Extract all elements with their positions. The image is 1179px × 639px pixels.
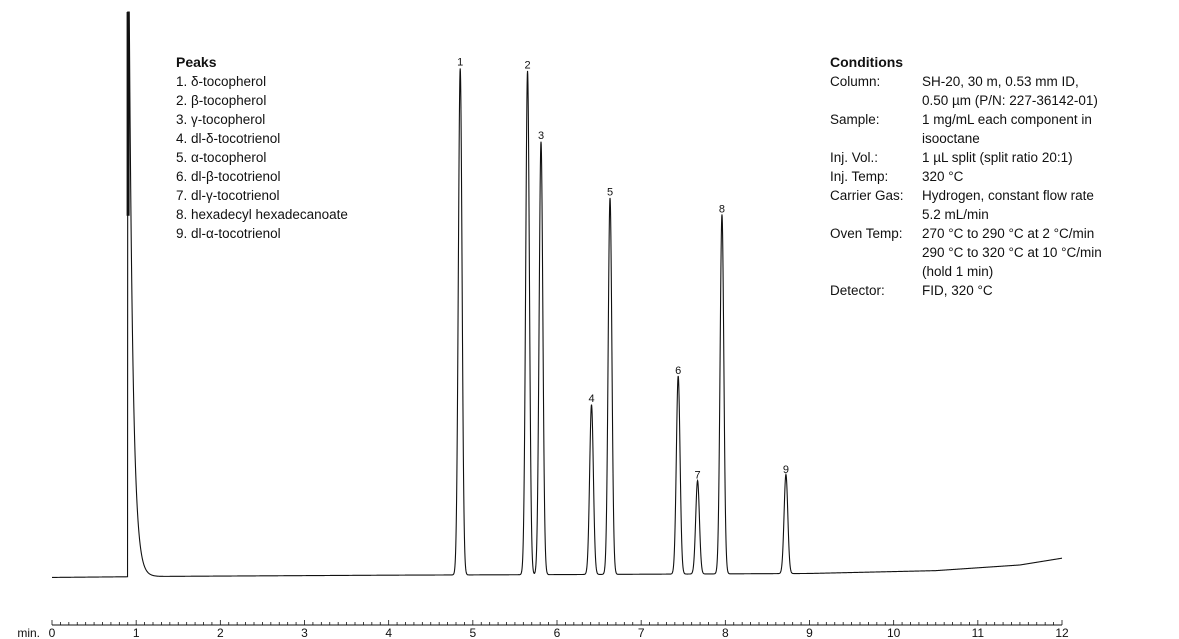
peak-label-6: 6 <box>675 365 681 377</box>
condition-key: Column: <box>830 74 881 89</box>
condition-row-oven-temp: Oven Temp: 270 °C to 290 °C at 2 °C/min … <box>830 224 1102 281</box>
peaks-legend-heading: Peaks <box>176 54 217 70</box>
x-tick-label: 5 <box>469 626 476 639</box>
condition-key: Sample: <box>830 112 880 127</box>
x-axis-unit-label: min. <box>17 626 40 639</box>
peak-label-5: 5 <box>607 187 613 199</box>
x-tick-label: 12 <box>1055 626 1069 639</box>
peak-label-8: 8 <box>719 204 725 216</box>
x-tick-label: 9 <box>806 626 813 639</box>
x-tick-label: 11 <box>972 626 985 639</box>
peak-label-3: 3 <box>538 130 544 142</box>
peaks-legend-item: 8. hexadecyl hexadecanoate <box>176 207 348 222</box>
peak-label-1: 1 <box>457 56 463 68</box>
x-tick-label: 8 <box>722 626 729 639</box>
peak-label-4: 4 <box>588 393 594 405</box>
condition-value: 1 mg/mL each component in <box>922 112 1092 127</box>
condition-key: Detector: <box>830 283 885 298</box>
condition-row-column: Column: SH-20, 30 m, 0.53 mm ID, 0.50 µm… <box>830 72 1102 110</box>
condition-key: Inj. Temp: <box>830 169 889 184</box>
peaks-legend-item: 9. dl-α-tocotrienol <box>176 226 281 241</box>
x-tick-label: 7 <box>638 626 645 639</box>
conditions-panel: Conditions Column: SH-20, 30 m, 0.53 mm … <box>830 52 1102 300</box>
peak-label-layer: 1 2 3 4 5 6 7 8 9 <box>457 56 789 481</box>
condition-value: 1 µL split (split ratio 20:1) <box>922 150 1073 165</box>
condition-row-carrier-gas: Carrier Gas: Hydrogen, constant flow rat… <box>830 186 1102 224</box>
condition-value: 0.50 µm (P/N: 227-36142-01) <box>922 93 1098 108</box>
condition-row-inj-temp: Inj. Temp: 320 °C <box>830 167 1102 186</box>
condition-value: isooctane <box>922 131 980 146</box>
peak-label-9: 9 <box>783 464 789 476</box>
peaks-legend: Peaks 1. δ-tocopherol 2. β-tocopherol 3.… <box>176 52 348 243</box>
chromatogram-trace <box>52 11 1063 578</box>
x-tick-label: 10 <box>887 626 901 639</box>
condition-value: (hold 1 min) <box>922 264 994 279</box>
peaks-legend-item: 1. δ-tocopherol <box>176 74 267 89</box>
x-tick-label: 2 <box>217 626 224 639</box>
condition-value: 5.2 mL/min <box>922 207 989 222</box>
condition-value: FID, 320 °C <box>922 283 993 298</box>
conditions-heading: Conditions <box>830 54 904 70</box>
chromatogram-trace-layer <box>52 11 1063 578</box>
solvent-peak <box>126 12 130 216</box>
peak-label-7: 7 <box>694 470 700 482</box>
condition-key: Oven Temp: <box>830 226 903 241</box>
condition-value: 270 °C to 290 °C at 2 °C/min <box>922 226 1095 241</box>
x-tick-label: 6 <box>554 626 561 639</box>
condition-row-sample: Sample: 1 mg/mL each component in isooct… <box>830 110 1102 148</box>
condition-value: Hydrogen, constant flow rate <box>922 188 1094 203</box>
peaks-legend-item: 4. dl-δ-tocotrienol <box>176 131 281 146</box>
condition-value: 320 °C <box>922 169 964 184</box>
x-tick-label: 3 <box>301 626 308 639</box>
condition-key: Inj. Vol.: <box>830 150 879 165</box>
condition-row-detector: Detector: FID, 320 °C <box>830 281 1102 300</box>
x-tick-label: 4 <box>385 626 392 639</box>
x-tick-label: 0 <box>49 626 56 639</box>
condition-value: 290 °C to 320 °C at 10 °C/min <box>922 245 1102 260</box>
peaks-legend-item: 5. α-tocopherol <box>176 150 267 165</box>
condition-key: Carrier Gas: <box>830 188 904 203</box>
peaks-legend-item: 6. dl-β-tocotrienol <box>176 169 281 184</box>
x-tick-label: 1 <box>133 626 140 639</box>
peak-label-2: 2 <box>524 59 530 71</box>
condition-row-inj-vol: Inj. Vol.: 1 µL split (split ratio 20:1) <box>830 148 1102 167</box>
peaks-legend-item: 3. γ-tocopherol <box>176 112 266 127</box>
peaks-legend-item: 7. dl-γ-tocotrienol <box>176 188 280 203</box>
peaks-legend-item: 2. β-tocopherol <box>176 93 267 108</box>
condition-value: SH-20, 30 m, 0.53 mm ID, <box>922 74 1079 89</box>
